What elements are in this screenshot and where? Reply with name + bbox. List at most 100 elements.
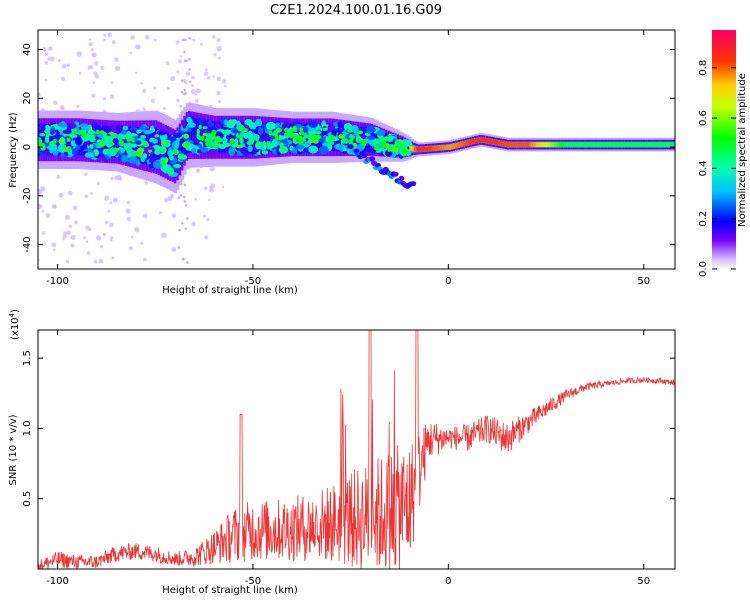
heatmap-cell <box>465 140 469 146</box>
heatmap-cell <box>206 218 210 222</box>
heatmap-cell <box>78 72 82 75</box>
heatmap-cell <box>556 142 561 148</box>
heatmap-cell <box>177 246 181 249</box>
heatmap-cell <box>89 130 96 135</box>
heatmap-cell <box>650 142 654 148</box>
heatmap-cell <box>542 142 547 148</box>
heatmap-cell <box>299 127 303 132</box>
heatmap-cell <box>89 137 96 143</box>
heatmap-cell <box>198 124 202 130</box>
heatmap-cell <box>660 142 664 148</box>
heatmap-cell <box>178 228 181 232</box>
heatmap-cell <box>463 141 467 147</box>
heatmap-cell <box>139 125 147 131</box>
heatmap-cell <box>236 144 243 149</box>
heatmap-cell <box>66 145 71 150</box>
heatmap-cell <box>561 142 565 148</box>
heatmap-cell <box>57 122 68 128</box>
heatmap-cell <box>295 144 304 150</box>
heatmap-cell <box>592 142 596 148</box>
heatmap-cell <box>229 138 235 144</box>
x-tick-label: 0 <box>445 576 451 587</box>
heatmap-cell <box>308 121 318 128</box>
heatmap-cell <box>418 146 422 152</box>
heatmap-cell <box>386 136 393 142</box>
heatmap-cell <box>381 144 387 148</box>
heatmap-cell <box>102 148 109 152</box>
heatmap-cell <box>208 187 215 193</box>
heatmap-cell <box>120 149 124 153</box>
heatmap-cell <box>432 145 436 151</box>
heatmap-cell <box>52 204 56 209</box>
heatmap-cell <box>190 117 194 153</box>
y-tick-label: 0 <box>22 144 33 150</box>
heatmap-cell <box>86 251 91 255</box>
heatmap-cell <box>239 137 244 144</box>
heatmap-cell <box>109 239 113 242</box>
heatmap-cell <box>62 237 65 241</box>
heatmap-cell <box>200 147 209 153</box>
heatmap-cell <box>261 150 269 155</box>
heatmap-cell <box>327 123 335 133</box>
heatmap-cell <box>185 261 189 264</box>
heatmap-cell <box>181 257 185 261</box>
heatmap-cell <box>122 125 129 131</box>
heatmap-cell <box>188 57 191 61</box>
snr-ylabel: SNR (10 * v/v) <box>8 414 19 485</box>
heatmap-cell <box>601 142 605 148</box>
heatmap-cell <box>58 138 65 145</box>
heatmap-cell <box>358 130 363 135</box>
heatmap-cell <box>221 130 228 135</box>
heatmap-cell <box>74 220 78 225</box>
heatmap-cell <box>196 148 202 154</box>
heatmap-cell <box>392 171 399 177</box>
heatmap-cell <box>278 137 283 141</box>
snr-panel: -100 -50 0 50 0.5 1.0 1.5 Height of straight l… <box>8 309 676 596</box>
heatmap-cell <box>208 198 211 202</box>
heatmap-cell <box>303 134 311 138</box>
heatmap-cell <box>171 213 177 218</box>
heatmap-cell <box>524 142 528 148</box>
heatmap-cell <box>184 38 187 42</box>
heatmap-cell <box>634 142 638 148</box>
heatmap-cell <box>236 120 241 128</box>
heatmap-cell <box>166 86 171 90</box>
heatmap-cell <box>90 192 93 195</box>
heatmap-cell <box>98 258 103 263</box>
heatmap-cell <box>129 51 133 55</box>
heatmap-cell <box>159 211 163 215</box>
heatmap-cell <box>173 132 183 138</box>
heatmap-cell <box>503 141 507 147</box>
heatmap-cell <box>64 214 71 220</box>
heatmap-cell <box>477 137 481 143</box>
heatmap-cell <box>142 88 147 94</box>
heatmap-cell <box>130 152 135 157</box>
heatmap-cell <box>94 73 100 79</box>
heatmap-cell <box>364 132 369 136</box>
heatmap-cell <box>559 142 563 148</box>
heatmap-cell <box>479 137 483 143</box>
heatmap-cell <box>89 144 94 149</box>
heatmap-cell <box>214 123 222 130</box>
heatmap-cell <box>498 140 502 146</box>
heatmap-cell <box>613 142 617 148</box>
heatmap-cell <box>62 234 68 239</box>
x-tick-label: 0 <box>445 276 451 287</box>
heatmap-cell <box>669 142 673 148</box>
x-tick-label: -100 <box>46 576 69 587</box>
heatmap-cell <box>184 227 188 231</box>
heatmap-cell <box>486 138 490 144</box>
heatmap-cell <box>224 142 232 147</box>
heatmap-cell <box>128 156 139 164</box>
heatmap-cell <box>451 143 455 149</box>
heatmap-cell <box>49 56 55 62</box>
heatmap-cell <box>210 183 216 189</box>
heatmap-cell <box>38 188 43 195</box>
heatmap-cell <box>284 127 289 133</box>
heatmap-cell <box>182 195 186 199</box>
heatmap-cell <box>587 142 591 148</box>
heatmap-cell <box>535 142 540 148</box>
heatmap-cell <box>384 149 393 157</box>
heatmap-cell <box>93 259 98 264</box>
heatmap-cell <box>596 142 601 148</box>
